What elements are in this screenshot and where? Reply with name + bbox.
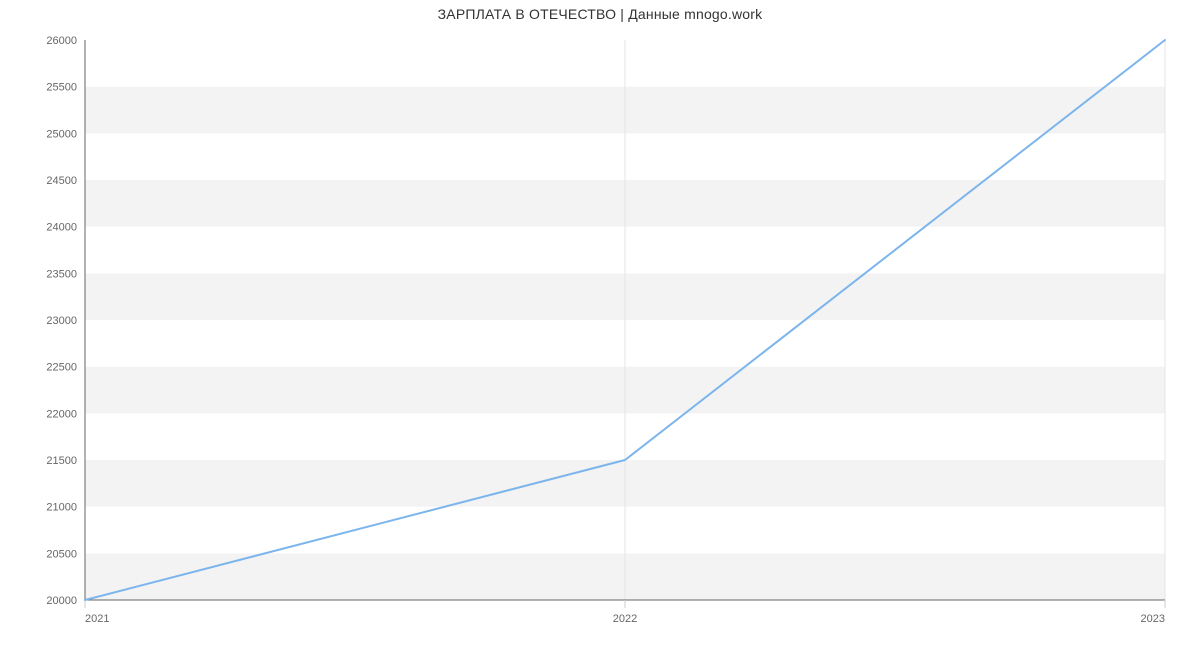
y-tick-label: 25500 <box>46 82 77 94</box>
y-tick-label: 25000 <box>46 128 77 140</box>
y-tick-label: 24500 <box>46 175 77 187</box>
y-tick-label: 21500 <box>46 455 77 467</box>
chart-svg: 20000 20500 21000 21500 22000 22500 23000 23500… <box>0 0 1200 650</box>
y-tick-label: 26000 <box>46 35 77 47</box>
y-tick-label: 22500 <box>46 362 77 374</box>
y-tick-label: 24000 <box>46 222 77 234</box>
chart-title: ЗАРПЛАТА В ОТЕЧЕСТВО | Данные mnogo.work <box>0 6 1200 22</box>
x-tick-label: 2021 <box>85 613 109 625</box>
salary-line-chart: ЗАРПЛАТА В ОТЕЧЕСТВО | Данные mnogo.work… <box>0 0 1200 650</box>
x-tick-label: 2023 <box>1141 613 1165 625</box>
y-tick-label: 23000 <box>46 315 77 327</box>
y-tick-label: 23500 <box>46 268 77 280</box>
x-tick-label: 2022 <box>613 613 637 625</box>
y-tick-label: 22000 <box>46 408 77 420</box>
y-tick-label: 20500 <box>46 548 77 560</box>
y-tick-label: 20000 <box>46 595 77 607</box>
y-tick-label: 21000 <box>46 502 77 514</box>
